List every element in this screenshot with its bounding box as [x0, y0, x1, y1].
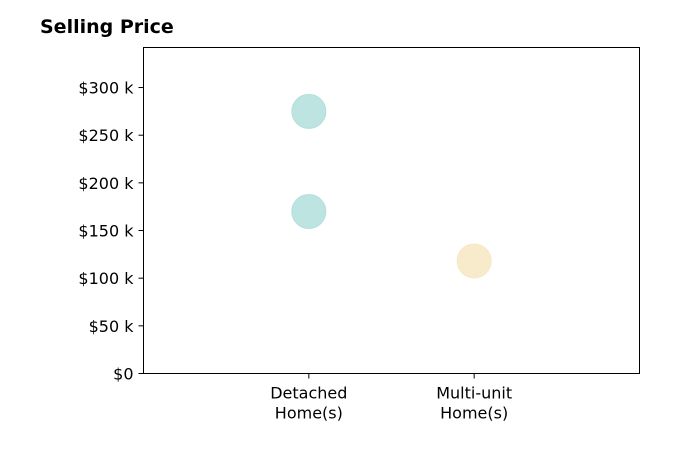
data-points: [291, 93, 492, 279]
x-tick-label: Multi-unit: [436, 384, 512, 403]
y-tick-label: $150 k: [78, 222, 134, 241]
y-tick-label: $200 k: [78, 174, 134, 193]
y-tick-label: $100 k: [78, 269, 134, 288]
plot-area-frame: [143, 47, 640, 374]
y-tick-label: $300 k: [78, 79, 134, 98]
y-axis: $0 $50 k $100 k $150 k $200 k $250 k $300 k: [78, 79, 144, 384]
y-tick-label: $250 k: [78, 126, 134, 145]
x-tick-label: Home(s): [440, 404, 508, 423]
data-point: [456, 243, 492, 279]
x-tick-label: Home(s): [275, 404, 343, 423]
x-tick-label: Detached: [270, 384, 347, 403]
data-point: [291, 93, 327, 129]
data-point: [291, 193, 327, 229]
y-tick-label: $0: [113, 365, 133, 384]
chart-title: Selling Price: [40, 16, 174, 38]
y-tick-label: $50 k: [89, 317, 135, 336]
